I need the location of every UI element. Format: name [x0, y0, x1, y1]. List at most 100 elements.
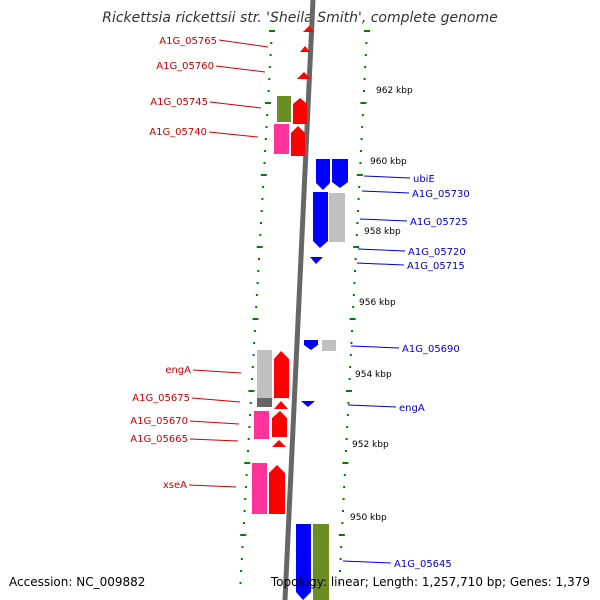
gene-label[interactable]: A1G_05765: [159, 36, 217, 47]
kbp-label: 956 kbp: [359, 298, 396, 308]
right-track-tick: [357, 210, 359, 212]
left-track-tick: [262, 186, 265, 188]
gene-a1g-05670-pink[interactable]: [254, 411, 269, 439]
gene-ubie[interactable]: [316, 159, 330, 190]
right-track-tick: [352, 306, 355, 308]
right-track-tick: [353, 246, 360, 248]
gene-label[interactable]: A1G_05675: [132, 393, 190, 404]
gene-label[interactable]: engA: [399, 403, 425, 414]
left-track-tick: [265, 126, 268, 128]
left-track-tick: [240, 558, 243, 560]
left-track-tick: [249, 402, 252, 404]
gene-a1g-05760[interactable]: [297, 72, 311, 79]
left-track-tick: [264, 150, 267, 152]
left-track-tick: [249, 414, 252, 416]
left-track-tick: [247, 450, 249, 452]
left-track-tick: [259, 234, 262, 236]
gene-enga-left-dark[interactable]: [257, 398, 272, 407]
gene-label[interactable]: A1G_05720: [408, 247, 466, 258]
gene-enga-right[interactable]: [301, 401, 315, 407]
kbp-scale: 962 kbp 960 kbp 958 kbp 956 kbp 954 kbp …: [350, 86, 413, 523]
gene-a1g-05745-olive[interactable]: [277, 96, 291, 122]
right-track-tick: [356, 222, 359, 224]
right-track-tick: [339, 558, 342, 560]
gene-enga-left[interactable]: [274, 351, 289, 398]
left-track-tick: [251, 366, 254, 368]
left-track-tick: [255, 306, 258, 308]
left-track-tick: [251, 378, 254, 380]
left-track-tick: [268, 66, 271, 68]
left-track-tick: [266, 114, 269, 116]
right-track-tick: [342, 510, 344, 512]
gene-label[interactable]: A1G_05725: [410, 217, 468, 228]
gene-a1g-05675[interactable]: [274, 401, 288, 409]
left-track-tick: [258, 258, 260, 260]
gene-enga-left-gray[interactable]: [257, 350, 272, 398]
gene-label[interactable]: A1G_05645: [394, 559, 452, 570]
gene-label[interactable]: A1G_05690: [402, 344, 460, 355]
gene-label[interactable]: ubiE: [413, 174, 435, 185]
right-track-tick: [354, 258, 357, 260]
right-track-tick: [345, 438, 348, 440]
kbp-label: 954 kbp: [355, 370, 392, 380]
right-track-tick: [339, 570, 341, 572]
gene-a1g-05765[interactable]: [303, 26, 314, 32]
right-track-tick: [365, 42, 368, 44]
gene-label[interactable]: A1G_05760: [156, 61, 214, 72]
right-gene-labels: ubiE A1G_05730 A1G_05725 A1G_05720 A1G_0…: [394, 174, 470, 570]
gene-a1g-05760-a[interactable]: [300, 46, 310, 52]
left-track-tick: [260, 210, 263, 212]
gene-a1g-05665[interactable]: [272, 440, 286, 447]
left-track-tick: [260, 222, 262, 224]
right-track-tick: [350, 342, 353, 344]
left-features: [252, 26, 314, 514]
gene-a1g-05715[interactable]: [310, 257, 323, 264]
right-track-tick: [359, 162, 362, 164]
gene-label[interactable]: A1G_05745: [150, 97, 208, 108]
left-track-tick: [244, 498, 247, 500]
gene-a1g-05670[interactable]: [272, 411, 287, 437]
kbp-label: 952 kbp: [352, 440, 389, 450]
gene-label[interactable]: A1G_05715: [407, 261, 465, 272]
genome-backbone: [282, 0, 316, 600]
right-track-tick: [343, 474, 346, 476]
right-track-tick: [349, 354, 352, 356]
left-track-tick: [240, 534, 247, 536]
gene-label[interactable]: xseA: [163, 480, 187, 491]
gene-a1g-05725-gray[interactable]: [329, 193, 345, 242]
gene-a1g-05740-pink[interactable]: [274, 124, 289, 154]
left-track-tick: [239, 582, 242, 584]
gene-xsea-pink[interactable]: [252, 463, 267, 514]
gene-label[interactable]: A1G_05670: [130, 416, 188, 427]
right-track-tick: [364, 66, 367, 68]
gene-a1g-05645-olive[interactable]: [313, 524, 329, 600]
left-track-tick: [244, 486, 247, 488]
gene-a1g-05690[interactable]: [304, 340, 318, 350]
gene-a1g-05740[interactable]: [291, 126, 305, 156]
gene-label[interactable]: A1G_05665: [130, 434, 188, 445]
left-track-tick: [253, 342, 256, 344]
gene-label[interactable]: engA: [165, 365, 191, 376]
left-track-tick: [248, 390, 255, 392]
right-track-tick: [360, 150, 362, 152]
gene-label[interactable]: A1G_05730: [412, 189, 470, 200]
left-track-tick: [269, 30, 275, 32]
left-track-tick: [252, 354, 255, 356]
map-title: Rickettsia rickettsii str. 'Sheila Smith…: [102, 10, 498, 26]
gene-xsea[interactable]: [269, 465, 285, 514]
gene-a1g-05725[interactable]: [313, 192, 328, 248]
left-track-tick: [241, 546, 244, 548]
gene-a1g-05690-gray[interactable]: [322, 340, 336, 351]
right-track-tick: [345, 450, 347, 452]
right-track-tick: [348, 378, 351, 380]
gene-a1g-05730[interactable]: [332, 159, 348, 188]
gene-a1g-05745[interactable]: [293, 98, 307, 124]
gene-a1g-05645[interactable]: [296, 524, 311, 600]
left-track-tick: [270, 42, 273, 44]
gene-label[interactable]: A1G_05740: [149, 127, 207, 138]
right-track-tick: [357, 198, 360, 200]
right-track-tick: [349, 366, 352, 368]
left-track-tick: [245, 474, 248, 476]
left-track-tick: [242, 522, 245, 524]
